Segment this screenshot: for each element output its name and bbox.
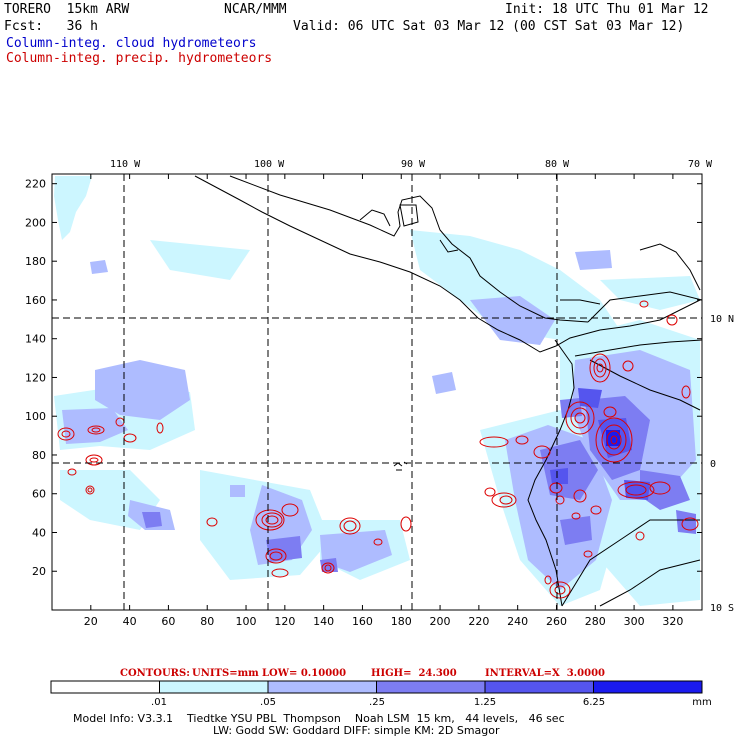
forecast-hour: Fcst: 36 h (4, 19, 98, 34)
contour-interval: INTERVAL=X 3.0000 (485, 668, 605, 679)
x-tick-label: 280 (585, 615, 606, 628)
colorbar-swatch (593, 680, 703, 694)
colorbar-swatch (267, 680, 377, 694)
lon-labels: 110 W 100 W 90 W 80 W 70 W (110, 159, 713, 170)
colorbar-swatch (376, 680, 486, 694)
lat-label-10s: 10 S (710, 603, 734, 614)
x-tick-label: 80 (200, 615, 214, 628)
field-precip-label: Column-integ. precip. hydrometeors (6, 51, 273, 66)
y-tick-label: 140 (25, 333, 46, 346)
map-frame (51, 173, 703, 611)
lon-label-90w: 90 W (401, 159, 426, 170)
x-tick-label: 160 (352, 615, 373, 628)
valid-time: Valid: 06 UTC Sat 03 Mar 12 (00 CST Sat … (293, 19, 685, 34)
lat-label-10n: 10 N (710, 314, 734, 325)
y-tick-label: 160 (25, 294, 46, 307)
cloud-field (54, 176, 700, 606)
coastlines (194, 175, 702, 607)
colorbar-tick-4: 1.25 (474, 697, 496, 708)
y-tick-label: 40 (32, 526, 46, 539)
y-tick-label: 100 (25, 410, 46, 423)
axis-ticks (52, 174, 702, 610)
y-tick-label: 60 (32, 488, 46, 501)
colorbar-unit: mm (692, 697, 711, 708)
lat-labels: 10 N 0 10 S (710, 314, 734, 614)
lat-label-0: 0 (710, 459, 716, 470)
model-info-line1: Model Info: V3.3.1 Tiedtke YSU PBL Thomp… (73, 712, 565, 725)
colorbar-swatch (159, 680, 269, 694)
colorbar-tick-2: .05 (260, 697, 276, 708)
lon-label-70w: 70 W (688, 159, 713, 170)
x-tick-label: 140 (313, 615, 334, 628)
field-cloud-label: Column-integ. cloud hydrometeors (6, 36, 257, 51)
y-tick-label: 180 (25, 255, 46, 268)
y-tick-label: 80 (32, 449, 46, 462)
lon-label-110w: 110 W (110, 159, 141, 170)
x-tick-label: 320 (662, 615, 683, 628)
y-tick-label: 220 (25, 178, 46, 191)
lon-label-80w: 80 W (545, 159, 570, 170)
colorbar-swatch (484, 680, 594, 694)
model-name: TORERO 15km ARW (4, 2, 130, 17)
x-tick-label: 120 (274, 615, 295, 628)
colorbar-labels: .01 .05 .25 1.25 6.25 mm (151, 697, 712, 708)
contour-label: CONTOURS: (120, 668, 190, 679)
x-tick-label: 180 (391, 615, 412, 628)
x-tick-label: 260 (546, 615, 567, 628)
contour-units: UNITS=mm (192, 668, 259, 679)
lat-lon-grid (52, 174, 702, 610)
contour-high: HIGH= 24.300 (371, 668, 457, 679)
colorbar (50, 680, 703, 694)
colorbar-swatch (50, 680, 160, 694)
x-tick-label: 20 (84, 615, 98, 628)
contour-low: LOW= 0.10000 (262, 668, 347, 679)
colorbar-tick-3: .25 (369, 697, 385, 708)
x-tick-label: 300 (624, 615, 645, 628)
y-tick-label: 200 (25, 216, 46, 229)
x-tick-label: 220 (468, 615, 489, 628)
center-name: NCAR/MMM (224, 2, 287, 17)
lon-label-100w: 100 W (254, 159, 285, 170)
x-tick-label: 60 (161, 615, 175, 628)
init-time: Init: 18 UTC Thu 01 Mar 12 (505, 2, 709, 17)
x-tick-label: 100 (236, 615, 257, 628)
y-tick-label: 120 (25, 371, 46, 384)
x-tick-label: 40 (123, 615, 137, 628)
colorbar-tick-5: 6.25 (583, 697, 605, 708)
precip-contours (57, 300, 699, 599)
y-tick-label: 20 (32, 565, 46, 578)
x-tick-label: 200 (430, 615, 451, 628)
model-info-line2: LW: Godd SW: Goddard DIFF: simple KM: 2D… (213, 724, 500, 737)
x-tick-label: 240 (507, 615, 528, 628)
x-tick-labels: 20 40 60 80 100 120 140 160 180 200 220 240 260 280 30… (84, 615, 684, 628)
colorbar-tick-1: .01 (151, 697, 167, 708)
y-tick-labels: 220 200 180 160 140 120 100 80 60 40 20 (25, 178, 46, 579)
